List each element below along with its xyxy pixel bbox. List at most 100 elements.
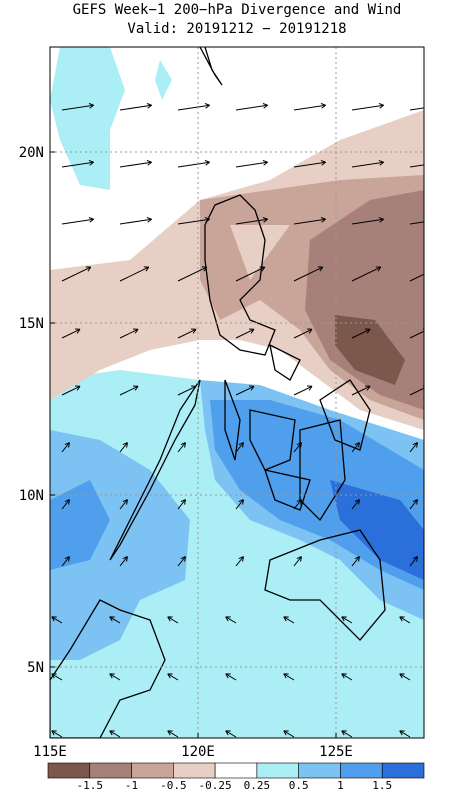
wind-arrow: [177, 266, 208, 282]
colorbar-label: 0.5: [289, 779, 309, 791]
wind-arrow-head: [180, 556, 186, 562]
colorbar: -1.5 -1 -0.5 -0.25 0.25 0.5 1 1.5: [47, 762, 425, 792]
colorbar-label: -0.5: [160, 779, 187, 791]
wind-arrow: [235, 161, 268, 168]
wind-arrow-head: [146, 160, 152, 166]
shade-dark-blue: [330, 480, 424, 580]
subtitle: Valid: 20191212 − 20191218: [127, 21, 346, 37]
wind-arrow-head: [238, 499, 244, 505]
wind-arrow: [225, 616, 237, 624]
wind-arrow: [409, 273, 424, 282]
wind-arrow: [235, 499, 244, 510]
colorbar-swatch: [173, 762, 216, 779]
wind-arrow-head: [132, 328, 139, 334]
wind-arrow-head: [109, 730, 115, 736]
wind-arrow-head: [262, 103, 268, 109]
wind-arrow-head: [64, 499, 70, 505]
wind-arrow-head: [167, 616, 173, 622]
wind-arrow-head: [64, 556, 70, 562]
wind-arrow: [225, 673, 237, 681]
wind-arrow: [399, 616, 411, 624]
wind-arrow: [119, 161, 152, 168]
wind-arrow: [61, 556, 70, 567]
wind-arrow: [283, 673, 295, 681]
wind-arrow-head: [74, 328, 81, 334]
wind-arrow: [167, 616, 179, 624]
wind-arrow-head: [320, 160, 326, 166]
wind-arrow-head: [122, 556, 128, 562]
wind-arrow: [409, 442, 418, 453]
wind-arrow-head: [180, 499, 186, 505]
wind-arrow: [61, 328, 81, 339]
wind-arrow: [341, 616, 353, 624]
wind-arrow-head: [320, 217, 326, 223]
wind-arrow: [109, 673, 121, 681]
wind-arrow-head: [341, 616, 347, 622]
wind-arrow-head: [317, 266, 324, 272]
graticule: [50, 47, 424, 738]
wind-arrow-head: [109, 616, 115, 622]
wind-arrow: [409, 499, 418, 510]
wind-arrow-head: [201, 266, 208, 272]
wind-arrow-head: [146, 217, 152, 223]
wind-arrow: [409, 107, 424, 111]
wind-arrow-head: [190, 385, 197, 391]
wind-arrow-head: [378, 217, 384, 223]
wind-arrow: [409, 221, 424, 225]
wind-arrow-head: [225, 616, 231, 622]
colorbar-swatch: [89, 762, 132, 779]
wind-arrow-head: [225, 673, 231, 679]
wind-arrow: [177, 385, 197, 396]
wind-arrow: [351, 499, 360, 510]
axis-labels: 20N 15N 10N 5N 115E 120E 125E: [19, 145, 353, 760]
wind-arrow-head: [88, 103, 94, 109]
wind-arrow-head: [437, 218, 442, 223]
wind-arrow-head: [434, 267, 439, 271]
map-area: [50, 47, 442, 738]
wind-arrow: [293, 218, 326, 225]
wind-arrow: [351, 104, 384, 111]
wind-arrow-head: [122, 442, 128, 448]
wind-arrow-head: [378, 160, 384, 166]
wind-arrow: [51, 673, 63, 681]
wind-arrow-head: [180, 442, 186, 448]
wind-arrow-head: [146, 103, 152, 109]
wind-arrow: [61, 266, 92, 282]
wind-arrow: [109, 616, 121, 624]
wind-arrow-head: [204, 217, 210, 223]
wind-arrow-head: [437, 104, 442, 109]
wind-arrow-head: [437, 161, 442, 166]
wind-arrow: [351, 556, 360, 567]
wind-arrow-head: [341, 730, 347, 736]
wind-arrow: [341, 673, 353, 681]
wind-arrow: [283, 730, 295, 738]
wind-arrow: [177, 442, 186, 453]
wind-arrow: [293, 266, 324, 282]
wind-arrow-head: [248, 328, 255, 334]
wind-arrow: [51, 730, 63, 738]
wind-arrow-head: [306, 328, 313, 334]
wind-arrow-head: [296, 499, 302, 505]
wind-arrow: [119, 266, 150, 282]
wind-arrow-head: [64, 442, 70, 448]
wind-arrow: [119, 385, 139, 396]
wind-arrow: [351, 218, 384, 225]
wind-arrow: [167, 730, 179, 738]
colorbar-swatch: [298, 762, 341, 779]
shade-light-cyan: [50, 47, 125, 190]
wind-arrow: [177, 161, 210, 168]
wind-arrow: [351, 442, 360, 453]
wind-arrow: [61, 161, 94, 168]
wind-arrow-head: [238, 442, 244, 448]
wind-arrow: [293, 442, 302, 453]
wind-arrow-head: [399, 730, 405, 736]
wind-arrow-head: [296, 442, 302, 448]
wind-arrow: [177, 328, 197, 339]
wind-arrow: [235, 328, 255, 339]
wind-arrow: [341, 730, 353, 738]
wind-arrow-head: [204, 160, 210, 166]
wind-arrow-head: [364, 328, 371, 334]
colorbar-swatch: [214, 762, 258, 779]
wind-arrow: [167, 673, 179, 681]
wind-arrow-head: [259, 266, 266, 272]
